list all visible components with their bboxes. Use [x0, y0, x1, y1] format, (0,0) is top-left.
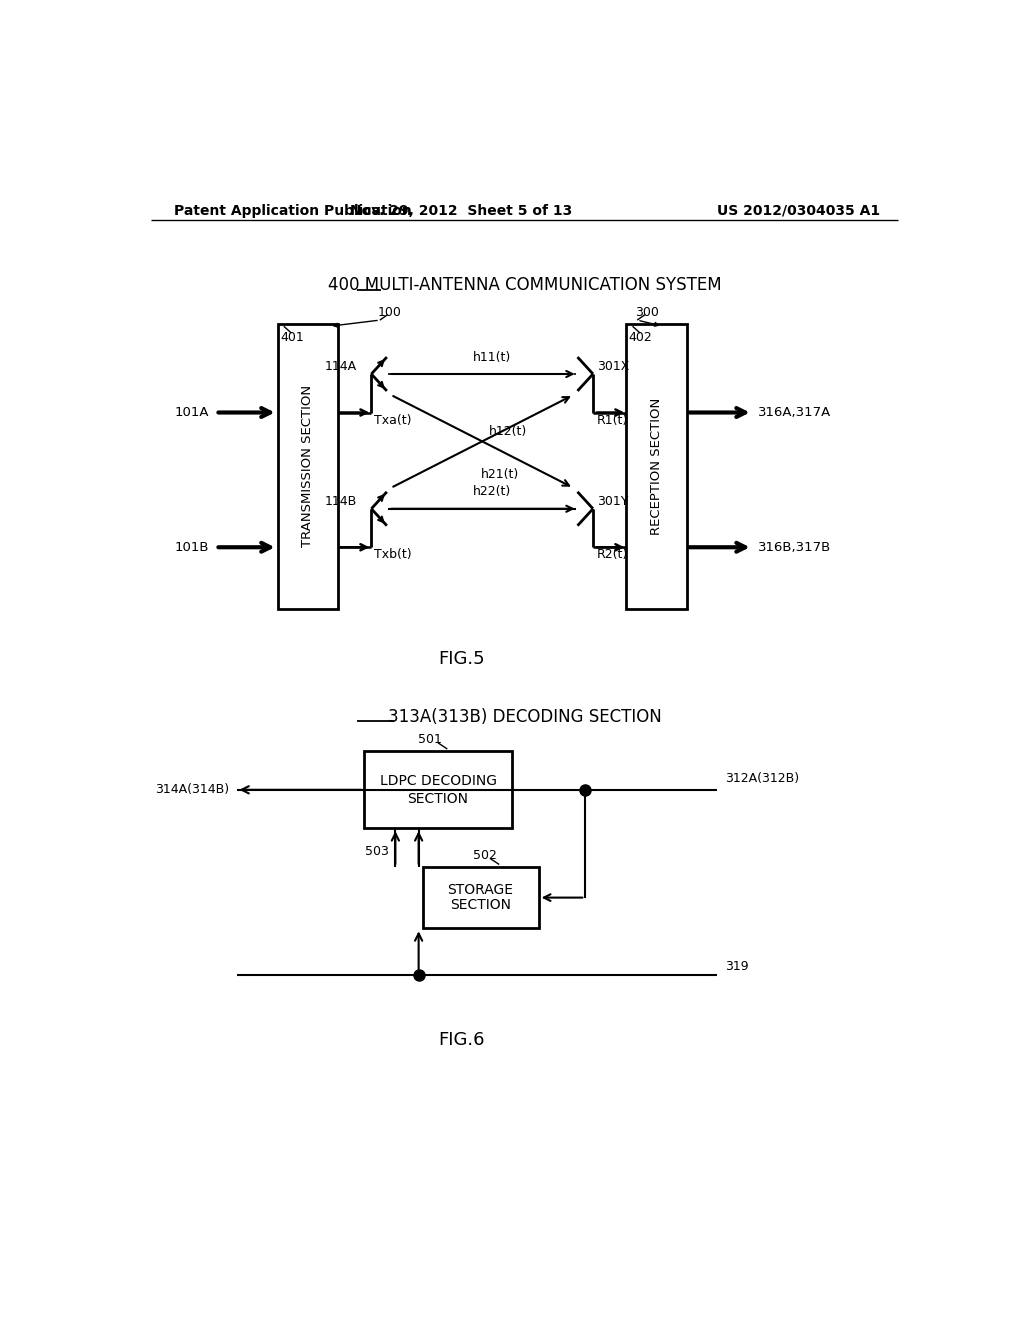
Text: 502: 502 — [472, 849, 497, 862]
Text: 101A: 101A — [175, 407, 209, 418]
Text: h11(t): h11(t) — [473, 351, 511, 363]
Text: 501: 501 — [419, 733, 442, 746]
Text: 312A(312B): 312A(312B) — [725, 772, 799, 785]
Bar — [423, 867, 539, 928]
Bar — [278, 323, 338, 609]
Text: Txa(t): Txa(t) — [375, 413, 412, 426]
Text: SECTION: SECTION — [408, 792, 469, 807]
Text: 316B,317B: 316B,317B — [758, 541, 831, 554]
Text: 314A(314B): 314A(314B) — [155, 783, 228, 796]
Text: SECTION: SECTION — [451, 899, 511, 912]
Text: 114B: 114B — [325, 495, 357, 508]
Text: 300: 300 — [635, 306, 659, 319]
Text: Txb(t): Txb(t) — [374, 548, 412, 561]
Text: h21(t): h21(t) — [481, 467, 519, 480]
Bar — [627, 323, 687, 609]
Text: 301Y: 301Y — [597, 495, 629, 508]
Text: 319: 319 — [725, 961, 749, 973]
Text: 301X: 301X — [597, 360, 630, 372]
Text: RECEPTION SECTION: RECEPTION SECTION — [650, 397, 664, 535]
Text: US 2012/0304035 A1: US 2012/0304035 A1 — [717, 203, 880, 218]
Text: FIG.5: FIG.5 — [438, 649, 484, 668]
Text: STORAGE: STORAGE — [447, 883, 514, 896]
Text: h12(t): h12(t) — [488, 425, 527, 438]
Text: h22(t): h22(t) — [473, 486, 511, 499]
Text: 100: 100 — [378, 306, 401, 319]
Text: FIG.6: FIG.6 — [438, 1031, 484, 1049]
Text: Nov. 29, 2012  Sheet 5 of 13: Nov. 29, 2012 Sheet 5 of 13 — [350, 203, 572, 218]
Text: 401: 401 — [280, 331, 304, 345]
Text: Patent Application Publication: Patent Application Publication — [174, 203, 413, 218]
Text: 400 MULTI-ANTENNA COMMUNICATION SYSTEM: 400 MULTI-ANTENNA COMMUNICATION SYSTEM — [328, 276, 722, 294]
Text: 316A,317A: 316A,317A — [758, 407, 831, 418]
Bar — [365, 751, 512, 829]
Text: 114A: 114A — [325, 360, 357, 372]
Text: LDPC DECODING: LDPC DECODING — [380, 774, 497, 788]
Text: R2(t): R2(t) — [597, 548, 628, 561]
Text: 313A(313B) DECODING SECTION: 313A(313B) DECODING SECTION — [388, 708, 662, 726]
Text: R1(t): R1(t) — [597, 413, 628, 426]
Text: 503: 503 — [366, 845, 389, 858]
Text: TRANSMISSION SECTION: TRANSMISSION SECTION — [301, 385, 314, 548]
Text: 101B: 101B — [175, 541, 209, 554]
Text: 402: 402 — [629, 331, 652, 345]
